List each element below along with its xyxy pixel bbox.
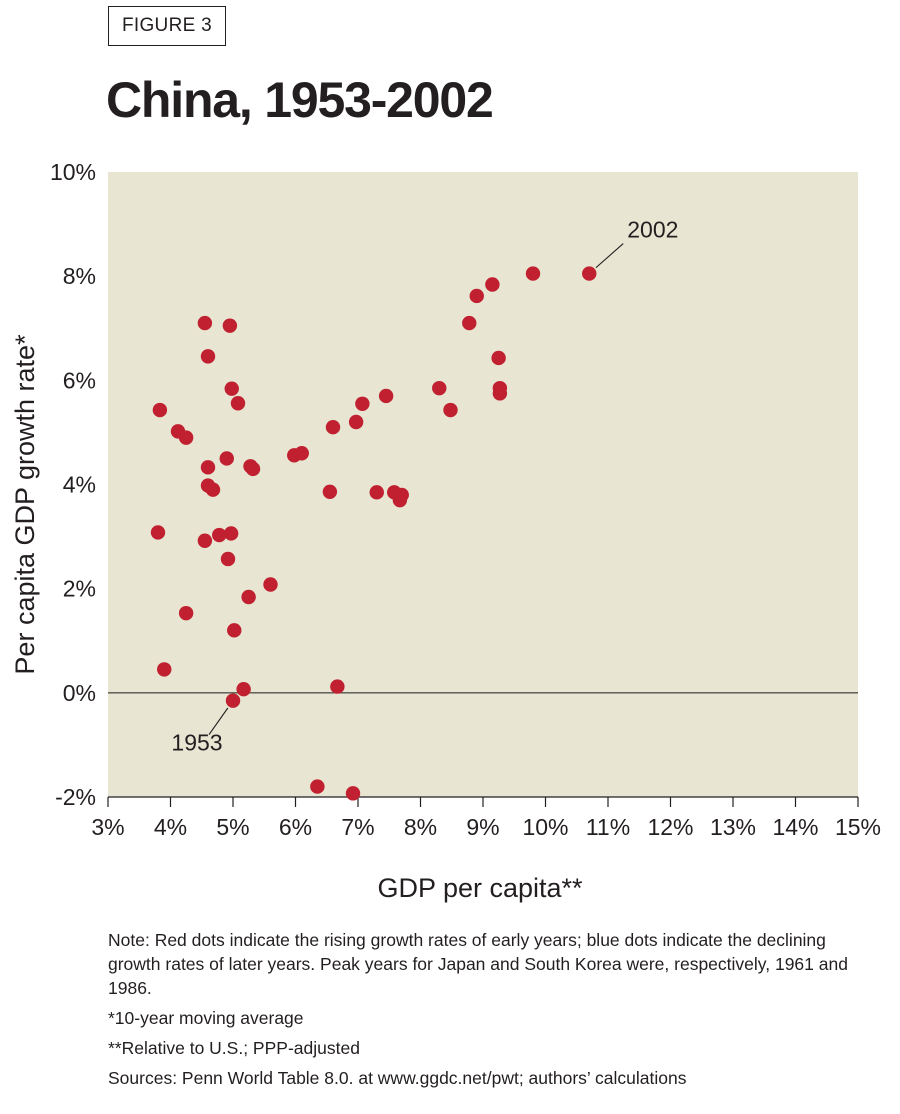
data-point [223, 526, 239, 541]
scatter-chart: 3% 4% 5% 6% 7% 8% 9% 10% 11% 12% 13% 14% 15% -2% 0% 2% 4… [10, 159, 881, 903]
x-tick-label: 6% [279, 814, 312, 840]
data-point [369, 485, 384, 500]
data-point [310, 779, 325, 794]
x-tick-label: 9% [466, 814, 499, 840]
x-tick-label: 3% [91, 814, 124, 840]
x-tick-label: 7% [341, 814, 374, 840]
data-point [225, 693, 241, 708]
data-point [205, 482, 221, 497]
data-point [325, 420, 341, 435]
y-tick-label: 0% [63, 680, 96, 706]
data-point [330, 679, 345, 694]
x-tick-label: 14% [772, 814, 818, 840]
data-point [462, 315, 477, 331]
annotation-leader-line [595, 243, 624, 269]
y-tick-label: -2% [55, 784, 96, 810]
data-point [200, 460, 216, 475]
figure-label: FIGURE 3 [108, 6, 226, 46]
data-point [355, 396, 370, 411]
data-point [241, 589, 256, 605]
chart-title: China, 1953-2002 [106, 72, 494, 128]
data-point [491, 350, 506, 366]
x-tick-label: 15% [835, 814, 881, 840]
note-text: Note: Red dots indicate the rising growt… [108, 930, 848, 998]
data-point [157, 662, 172, 677]
data-point [348, 414, 364, 430]
annotation-label: 2002 [627, 217, 678, 243]
data-point [263, 577, 278, 592]
notes: Note: Red dots indicate the rising growt… [108, 928, 868, 1096]
data-point [178, 605, 194, 621]
data-point [230, 396, 246, 411]
x-axis-label: GDP per capita** [377, 873, 583, 903]
data-point [227, 623, 242, 638]
y-tick-label: 8% [63, 263, 96, 289]
data-point [197, 533, 213, 548]
annotation-leader-line [208, 707, 229, 735]
data-point [224, 381, 239, 396]
x-tick-label: 8% [404, 814, 437, 840]
data-point [492, 386, 508, 401]
data-point [200, 349, 216, 364]
x-tick-label: 10% [522, 814, 568, 840]
data-point [582, 266, 597, 281]
x-tick-label: 11% [586, 814, 630, 840]
sources-text: Sources: Penn World Table 8.0. at www.gg… [108, 1068, 687, 1088]
data-point [245, 461, 261, 477]
data-point [212, 527, 227, 543]
data-point [345, 786, 361, 801]
plot-area [108, 172, 858, 797]
data-point [222, 318, 238, 333]
x-tick-label: 5% [216, 814, 249, 840]
data-point [469, 288, 484, 304]
data-point [152, 402, 168, 418]
data-point [525, 266, 541, 281]
y-tick-label: 6% [63, 367, 96, 393]
data-point [394, 487, 409, 503]
data-point [220, 551, 236, 567]
y-tick-label: 2% [63, 576, 96, 602]
data-point [197, 315, 213, 331]
data-point [178, 430, 194, 445]
data-point [219, 451, 234, 466]
x-tick-label: 13% [710, 814, 756, 840]
x-tick-label: 12% [647, 814, 693, 840]
data-point [432, 380, 447, 396]
annotation-label: 1953 [171, 730, 222, 756]
data-point [443, 402, 458, 418]
y-tick-label: 10% [50, 159, 96, 185]
data-point [378, 388, 394, 404]
footnote-relative: **Relative to U.S.; PPP-adjusted [108, 1038, 360, 1058]
footnote-moving-average: *10-year moving average [108, 1008, 304, 1028]
data-point [294, 446, 309, 461]
y-tick-label: 4% [63, 472, 96, 498]
data-point [150, 525, 166, 540]
y-axis-label: Per capita GDP growth rate* [10, 334, 40, 675]
data-point [322, 484, 338, 499]
data-point [236, 681, 251, 697]
data-point [485, 277, 500, 292]
x-tick-label: 4% [154, 814, 187, 840]
